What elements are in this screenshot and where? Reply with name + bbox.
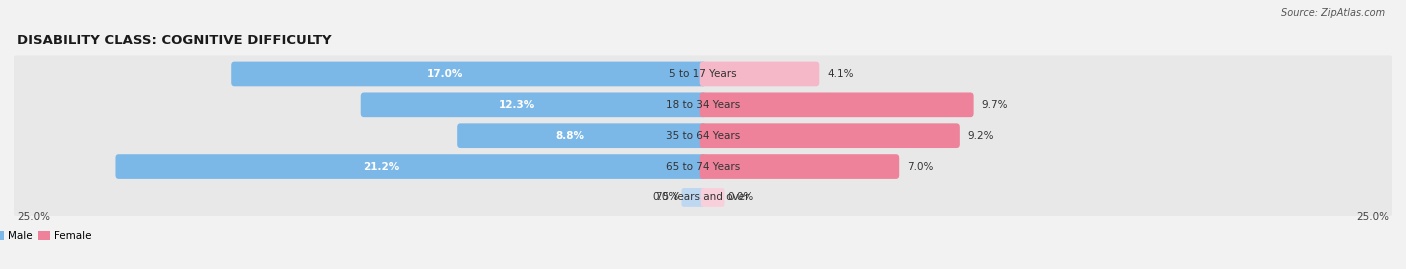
Text: Source: ZipAtlas.com: Source: ZipAtlas.com <box>1281 8 1385 18</box>
FancyBboxPatch shape <box>11 117 1395 154</box>
Text: 8.8%: 8.8% <box>555 131 583 141</box>
Text: 5 to 17 Years: 5 to 17 Years <box>669 69 737 79</box>
FancyBboxPatch shape <box>682 188 706 207</box>
Text: 25.0%: 25.0% <box>1357 213 1389 222</box>
FancyBboxPatch shape <box>700 93 973 117</box>
Text: 9.2%: 9.2% <box>967 131 994 141</box>
FancyBboxPatch shape <box>231 62 706 86</box>
FancyBboxPatch shape <box>457 123 706 148</box>
Text: 35 to 64 Years: 35 to 64 Years <box>666 131 740 141</box>
Text: 17.0%: 17.0% <box>427 69 464 79</box>
Text: 75 Years and over: 75 Years and over <box>657 192 749 203</box>
Text: DISABILITY CLASS: COGNITIVE DIFFICULTY: DISABILITY CLASS: COGNITIVE DIFFICULTY <box>17 34 332 47</box>
FancyBboxPatch shape <box>11 55 1395 93</box>
Text: 21.2%: 21.2% <box>364 162 399 172</box>
FancyBboxPatch shape <box>115 154 706 179</box>
Text: 0.0%: 0.0% <box>728 192 754 203</box>
Text: 4.1%: 4.1% <box>827 69 853 79</box>
Text: 25.0%: 25.0% <box>17 213 49 222</box>
FancyBboxPatch shape <box>700 62 820 86</box>
Text: 18 to 34 Years: 18 to 34 Years <box>666 100 740 110</box>
Legend: Male, Female: Male, Female <box>0 227 96 246</box>
FancyBboxPatch shape <box>700 123 960 148</box>
FancyBboxPatch shape <box>11 86 1395 123</box>
Text: 0.0%: 0.0% <box>652 192 678 203</box>
Text: 9.7%: 9.7% <box>981 100 1008 110</box>
FancyBboxPatch shape <box>11 179 1395 216</box>
FancyBboxPatch shape <box>361 93 706 117</box>
FancyBboxPatch shape <box>700 188 724 207</box>
Text: 7.0%: 7.0% <box>907 162 934 172</box>
Text: 12.3%: 12.3% <box>499 100 534 110</box>
FancyBboxPatch shape <box>700 154 900 179</box>
FancyBboxPatch shape <box>11 148 1395 185</box>
Text: 65 to 74 Years: 65 to 74 Years <box>666 162 740 172</box>
